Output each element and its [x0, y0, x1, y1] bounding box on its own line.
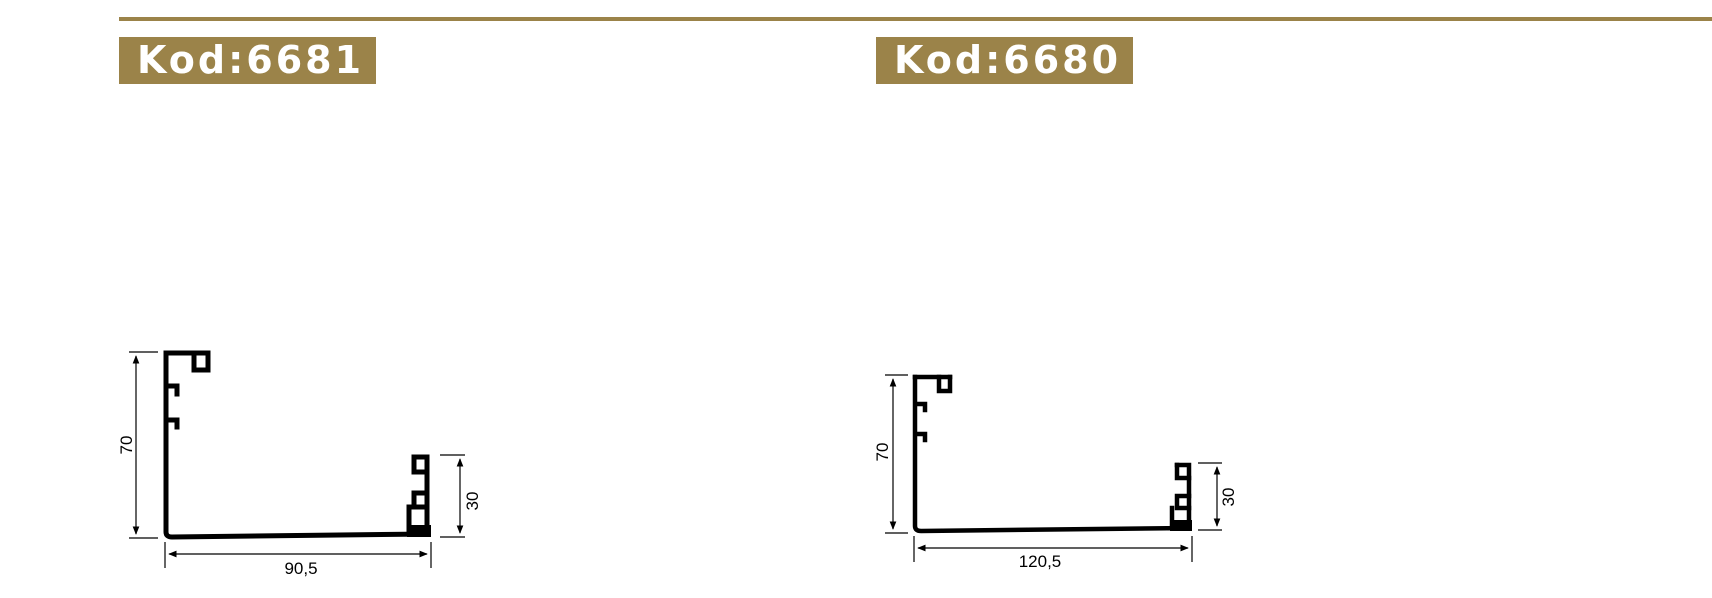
profile-code-label-6681: Kod:6681 — [119, 37, 377, 84]
profile-6680-width-value: 120,5 — [1019, 552, 1062, 571]
profile-6680-shape — [912, 374, 1192, 534]
profile-6680-lip-base — [1170, 520, 1192, 531]
profile-6680-lip-value: 30 — [1219, 488, 1238, 507]
profile-6681-lip-value: 30 — [463, 492, 482, 511]
profile-6681-lip-base — [407, 525, 431, 537]
profile-6681-lip-dimension — [440, 454, 465, 538]
profile-6681-width-dimension — [164, 542, 432, 568]
profile-code-label-6680: Kod:6680 — [876, 37, 1134, 84]
profile-6681-shape — [163, 350, 430, 540]
profile-6680-lip-dimension — [1198, 462, 1222, 531]
profile-6681-height-dimension — [129, 351, 158, 539]
profile-6680-height-dimension — [885, 374, 908, 534]
profile-6681-drawing: 70 90,5 30 — [117, 350, 482, 578]
profile-6681-width-value: 90,5 — [284, 559, 317, 578]
top-divider-line — [119, 17, 1712, 21]
profile-6680-height-value: 70 — [873, 443, 892, 462]
profile-6680-width-dimension — [913, 536, 1193, 562]
profile-6680-drawing: 70 120,5 30 — [873, 374, 1238, 571]
profile-6681-height-value: 70 — [117, 436, 136, 455]
